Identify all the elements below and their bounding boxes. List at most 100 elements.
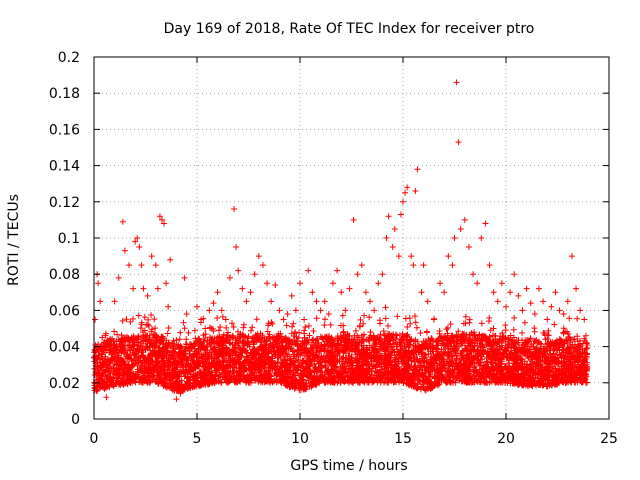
data-point (152, 359, 159, 366)
data-point (202, 351, 209, 358)
data-point (99, 351, 106, 358)
data-point (98, 345, 105, 352)
data-point (119, 348, 126, 355)
data-point (144, 321, 151, 328)
data-point (155, 360, 162, 367)
data-point (327, 321, 334, 328)
data-point (91, 371, 98, 378)
data-point (135, 312, 142, 319)
data-point (208, 336, 215, 343)
data-point (122, 334, 129, 341)
data-point (132, 373, 139, 380)
data-point (283, 322, 290, 329)
data-point (161, 370, 168, 377)
data-point (191, 327, 198, 334)
data-point (128, 364, 135, 371)
data-point (173, 359, 180, 366)
data-point (174, 372, 181, 379)
data-point (144, 332, 151, 339)
data-point (424, 329, 431, 336)
data-point (462, 313, 469, 320)
data-point (152, 341, 159, 348)
data-point (142, 346, 149, 353)
data-point (188, 357, 195, 364)
data-point (101, 339, 108, 346)
data-point (117, 359, 124, 366)
data-point (137, 325, 144, 332)
data-point (170, 356, 177, 363)
data-point (159, 353, 166, 360)
data-point (146, 355, 153, 362)
data-point (210, 357, 217, 364)
data-point (357, 316, 364, 323)
data-point (152, 325, 159, 332)
data-point (161, 379, 168, 386)
data-point (214, 314, 221, 321)
data-point (198, 343, 205, 350)
data-point (161, 350, 168, 357)
data-point (181, 347, 188, 354)
data-point (150, 372, 157, 379)
data-point (140, 376, 147, 383)
data-point (118, 341, 125, 348)
data-point (175, 354, 182, 361)
data-point (240, 324, 247, 331)
data-point (145, 322, 152, 329)
data-point (103, 374, 110, 381)
data-point (135, 333, 142, 340)
data-point (185, 382, 192, 389)
data-point (385, 322, 392, 329)
data-point (127, 318, 134, 325)
data-point (196, 350, 203, 357)
data-point (196, 338, 203, 345)
data-point (447, 321, 454, 328)
data-point (198, 354, 205, 361)
data-point (310, 328, 317, 335)
data-point (116, 380, 123, 387)
data-point (444, 324, 451, 331)
data-point (180, 319, 187, 326)
data-point (194, 363, 201, 370)
data-point (95, 369, 102, 376)
data-point (143, 343, 150, 350)
data-point (195, 336, 202, 343)
data-point (129, 337, 136, 344)
data-point (107, 336, 114, 343)
data-point (113, 343, 120, 350)
data-point (169, 367, 176, 374)
data-point (199, 372, 206, 379)
data-point (175, 381, 182, 388)
data-point (153, 352, 160, 359)
grid-lines (94, 57, 609, 419)
data-point (502, 327, 509, 334)
data-point (183, 336, 190, 343)
data-point (188, 344, 195, 351)
data-point (121, 370, 128, 377)
data-point (217, 324, 224, 331)
data-point (413, 324, 420, 331)
data-point (139, 346, 146, 353)
data-point (147, 347, 154, 354)
data-point (98, 363, 105, 370)
data-point (206, 379, 213, 386)
data-point (213, 369, 220, 376)
data-point (141, 372, 148, 379)
data-point (289, 323, 296, 330)
data-point (153, 338, 160, 345)
data-point (164, 330, 171, 337)
data-point (141, 357, 148, 364)
data-points (91, 79, 591, 403)
data-point (174, 378, 181, 385)
data-point (382, 304, 389, 311)
data-point (114, 331, 121, 338)
data-point (116, 349, 123, 356)
data-point (247, 327, 254, 334)
data-point (510, 326, 517, 333)
data-point (163, 343, 170, 350)
data-point (155, 370, 162, 377)
data-point (352, 327, 359, 334)
data-point (92, 347, 99, 354)
data-point (93, 384, 100, 391)
data-point (113, 379, 120, 386)
data-point (186, 347, 193, 354)
